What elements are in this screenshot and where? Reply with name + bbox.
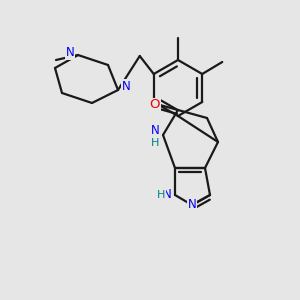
- Text: H: H: [157, 190, 165, 200]
- Text: O: O: [150, 98, 160, 112]
- Text: N: N: [66, 46, 74, 59]
- Text: N: N: [188, 197, 196, 211]
- Text: H: H: [151, 138, 159, 148]
- Text: N: N: [151, 124, 159, 137]
- Text: N: N: [122, 80, 130, 92]
- Text: N: N: [163, 188, 171, 202]
